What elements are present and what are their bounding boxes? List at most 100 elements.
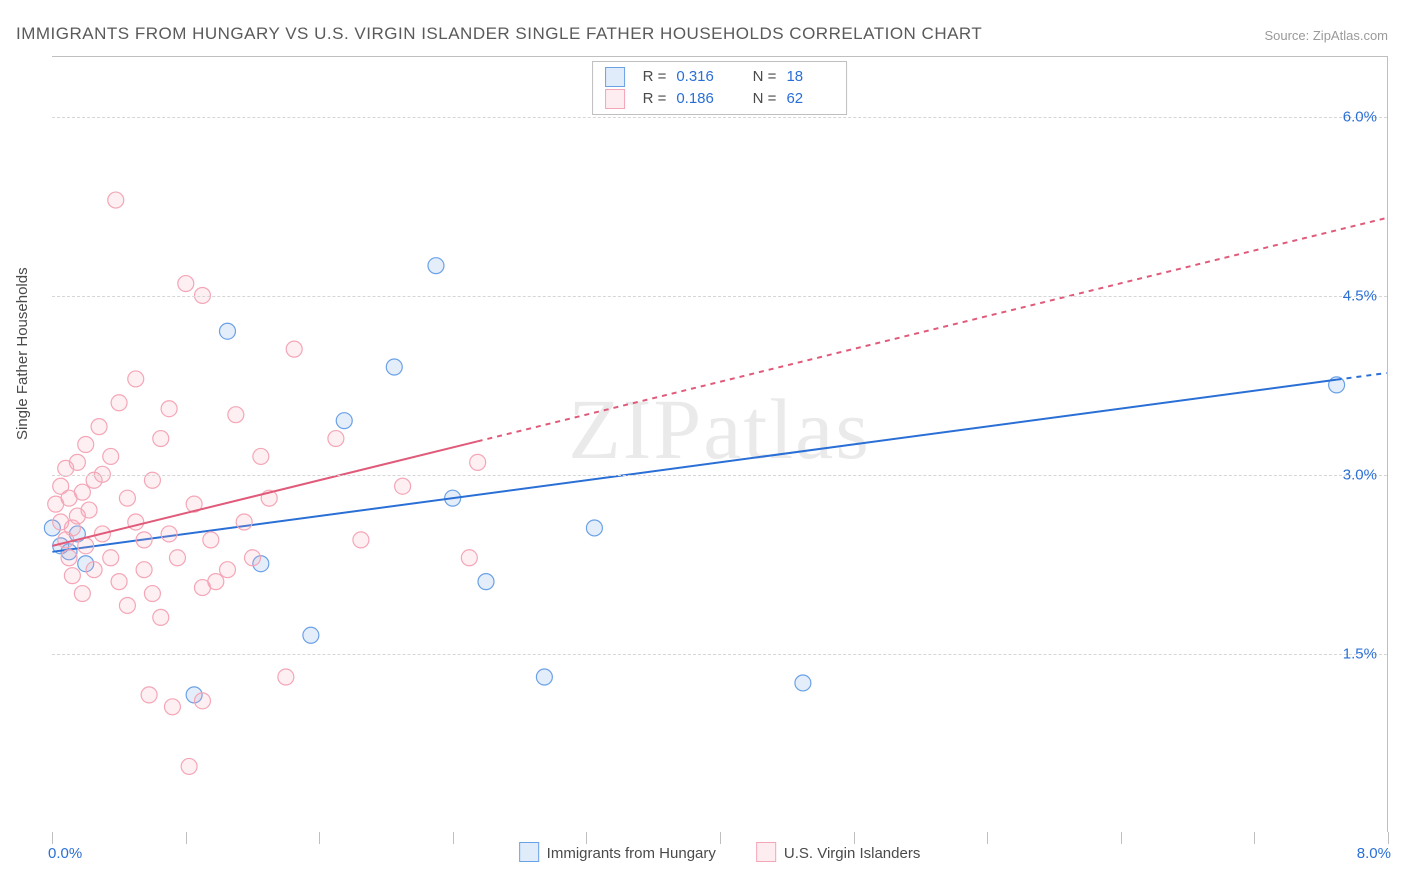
legend-n-value: 18 [786, 66, 834, 88]
scatter-point [91, 419, 107, 435]
scatter-point [461, 550, 477, 566]
scatter-point [203, 532, 219, 548]
scatter-point [136, 532, 152, 548]
scatter-point [119, 597, 135, 613]
legend-correlation-box: R = 0.316 N = 18R = 0.186 N = 62 [592, 61, 848, 115]
legend-r-label: R = [643, 88, 667, 110]
scatter-point [153, 431, 169, 447]
legend-swatch [519, 842, 539, 862]
gridline-h [52, 296, 1387, 297]
legend-n-value: 62 [786, 88, 834, 110]
legend-bottom: Immigrants from Hungary U.S. Virgin Islan… [519, 842, 921, 862]
scatter-point [219, 323, 235, 339]
x-tick [720, 832, 721, 844]
scatter-point [169, 550, 185, 566]
scatter-point [136, 562, 152, 578]
scatter-point [81, 502, 97, 518]
scatter-point [336, 413, 352, 429]
legend-row: R = 0.186 N = 62 [605, 88, 835, 110]
scatter-point [141, 687, 157, 703]
x-tick [319, 832, 320, 844]
plot-area: ZIPatlas R = 0.316 N = 18R = 0.186 N = 6… [52, 56, 1388, 832]
legend-swatch [756, 842, 776, 862]
trend-line-dashed [478, 218, 1387, 441]
gridline-h [52, 654, 1387, 655]
scatter-point [153, 609, 169, 625]
legend-swatch [605, 89, 625, 109]
scatter-point [161, 401, 177, 417]
y-tick-label: 1.5% [1343, 645, 1377, 662]
scatter-point [219, 562, 235, 578]
x-tick [854, 832, 855, 844]
scatter-point [111, 395, 127, 411]
scatter-point [428, 258, 444, 274]
scatter-point [245, 550, 261, 566]
x-axis-min-label: 0.0% [48, 845, 82, 862]
scatter-point [353, 532, 369, 548]
legend-bottom-item: Immigrants from Hungary [519, 842, 716, 862]
scatter-point [74, 586, 90, 602]
gridline-h [52, 117, 1387, 118]
scatter-point [178, 276, 194, 292]
scatter-point [208, 574, 224, 590]
scatter-point [181, 758, 197, 774]
plot-svg [52, 57, 1387, 832]
chart-title: IMMIGRANTS FROM HUNGARY VS U.S. VIRGIN I… [16, 24, 982, 44]
x-tick [586, 832, 587, 844]
gridline-h [52, 475, 1387, 476]
scatter-point [119, 490, 135, 506]
scatter-point [86, 562, 102, 578]
y-tick-label: 4.5% [1343, 287, 1377, 304]
x-tick [1388, 832, 1389, 844]
trend-line-dashed [1337, 373, 1387, 380]
legend-n-label: N = [753, 88, 777, 110]
scatter-point [108, 192, 124, 208]
scatter-point [69, 454, 85, 470]
scatter-point [128, 371, 144, 387]
scatter-point [78, 437, 94, 453]
scatter-point [236, 514, 252, 530]
legend-swatch [605, 67, 625, 87]
scatter-point [478, 574, 494, 590]
scatter-point [61, 550, 77, 566]
x-tick [52, 832, 53, 844]
scatter-point [395, 478, 411, 494]
scatter-point [795, 675, 811, 691]
x-tick [186, 832, 187, 844]
x-tick [987, 832, 988, 844]
scatter-point [586, 520, 602, 536]
scatter-point [64, 568, 80, 584]
x-tick [1121, 832, 1122, 844]
source-label: Source: ZipAtlas.com [1264, 28, 1388, 43]
scatter-point [536, 669, 552, 685]
x-tick [453, 832, 454, 844]
legend-series-label: U.S. Virgin Islanders [784, 845, 920, 862]
legend-r-value: 0.186 [676, 88, 724, 110]
legend-bottom-item: U.S. Virgin Islanders [756, 842, 920, 862]
scatter-point [111, 574, 127, 590]
scatter-point [103, 448, 119, 464]
scatter-point [386, 359, 402, 375]
x-axis-max-label: 8.0% [1357, 845, 1391, 862]
legend-r-value: 0.316 [676, 66, 724, 88]
scatter-point [74, 484, 90, 500]
scatter-point [253, 448, 269, 464]
y-tick-label: 3.0% [1343, 466, 1377, 483]
scatter-point [328, 431, 344, 447]
scatter-point [470, 454, 486, 470]
scatter-point [194, 693, 210, 709]
scatter-point [78, 538, 94, 554]
y-axis-label: Single Father Households [14, 267, 31, 440]
scatter-point [103, 550, 119, 566]
x-tick [1254, 832, 1255, 844]
legend-series-label: Immigrants from Hungary [547, 845, 716, 862]
legend-r-label: R = [643, 66, 667, 88]
scatter-point [228, 407, 244, 423]
scatter-point [164, 699, 180, 715]
scatter-point [144, 586, 160, 602]
legend-row: R = 0.316 N = 18 [605, 66, 835, 88]
y-tick-label: 6.0% [1343, 108, 1377, 125]
scatter-point [303, 627, 319, 643]
scatter-point [286, 341, 302, 357]
scatter-point [278, 669, 294, 685]
